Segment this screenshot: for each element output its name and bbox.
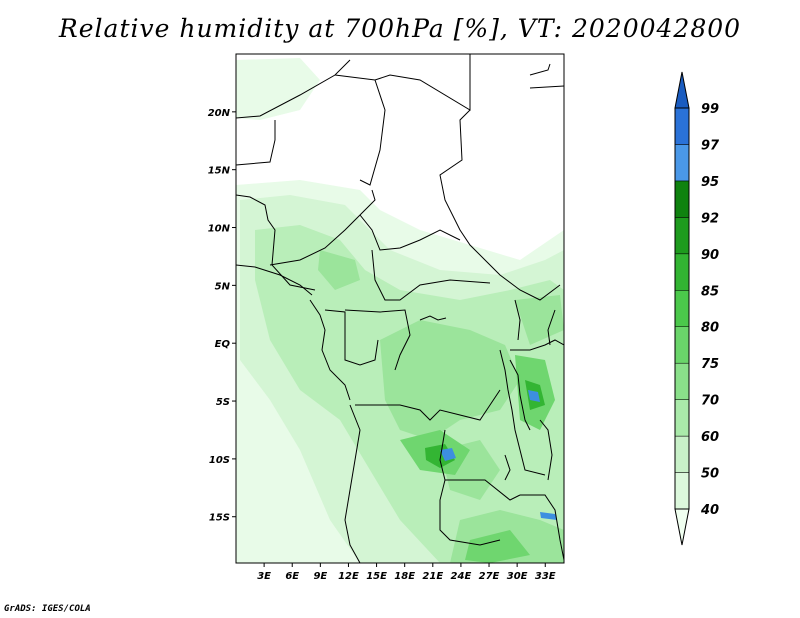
colorbar-bin	[674, 253, 690, 291]
colorbar: 40 50 60 70 75 80 85 90 92 95 97 99	[674, 71, 720, 546]
lon-tick-label: 18E	[394, 571, 415, 582]
longitude-axis: 3E 6E 9E 12E 15E 18E 21E 24E 27E 30E 33E	[257, 563, 556, 582]
colorbar-bin	[674, 399, 690, 437]
colorbar-label: 80	[701, 321, 719, 336]
colorbar-bin	[674, 107, 690, 145]
lon-tick-label: 21E	[422, 571, 443, 582]
lon-tick-label: 15E	[366, 571, 387, 582]
colorbar-frame	[674, 107, 690, 510]
lat-tick-label: 20N	[208, 108, 231, 119]
colorbar-label: 75	[701, 357, 719, 372]
map-frame	[235, 53, 565, 564]
lon-tick-label: 3E	[257, 571, 271, 582]
colorbar-bin	[674, 71, 690, 109]
colorbar-label: 92	[701, 211, 719, 226]
colorbar-bin	[674, 362, 690, 400]
lon-tick-label: 27E	[479, 571, 500, 582]
colorbar-label: 70	[701, 394, 719, 409]
latitude-axis: 20N 15N 10N 5N EQ 5S 10S 15S	[208, 108, 236, 524]
lon-tick-label: 24E	[451, 571, 472, 582]
map-area	[236, 54, 564, 563]
colorbar-label: 95	[701, 175, 719, 190]
colorbar-bin	[674, 144, 690, 182]
lat-tick-label: 5N	[215, 281, 231, 292]
lat-tick-label: 15N	[208, 166, 231, 177]
colorbar-label: 99	[701, 102, 719, 117]
lon-tick-label: 33E	[535, 571, 556, 582]
lon-tick-label: 9E	[313, 571, 327, 582]
colorbar-label: 60	[701, 430, 719, 445]
colorbar-bin	[674, 472, 690, 510]
colorbar-bin	[674, 180, 690, 218]
lat-tick-label: EQ	[215, 339, 231, 350]
lon-tick-label: 30E	[507, 571, 528, 582]
rh-90-region	[425, 380, 545, 468]
lat-tick-label: 15S	[209, 513, 230, 524]
colorbar-bin	[674, 326, 690, 364]
lat-tick-label: 10N	[208, 224, 231, 235]
colorbar-label: 50	[701, 467, 719, 482]
map-title: Relative humidity at 700hPa [%], VT: 202…	[58, 14, 742, 43]
colorbar-bin	[674, 435, 690, 473]
lon-tick-label: 6E	[285, 571, 299, 582]
colorbar-label: 90	[701, 248, 719, 263]
country-borders	[236, 54, 564, 563]
colorbar-label: 97	[701, 138, 720, 153]
credit-text: GrADS: IGES/COLA	[4, 604, 91, 614]
rh-70-region	[318, 250, 564, 563]
colorbar-label: 40	[700, 503, 719, 518]
lakes	[419, 315, 553, 481]
lat-tick-label: 5S	[216, 397, 230, 408]
lon-tick-label: 12E	[338, 571, 359, 582]
colorbar-bin	[674, 508, 690, 546]
colorbar-label: 85	[701, 284, 719, 299]
colorbar-bin	[674, 217, 690, 255]
lat-tick-label: 10S	[209, 455, 230, 466]
colorbar-bin	[674, 290, 690, 327]
